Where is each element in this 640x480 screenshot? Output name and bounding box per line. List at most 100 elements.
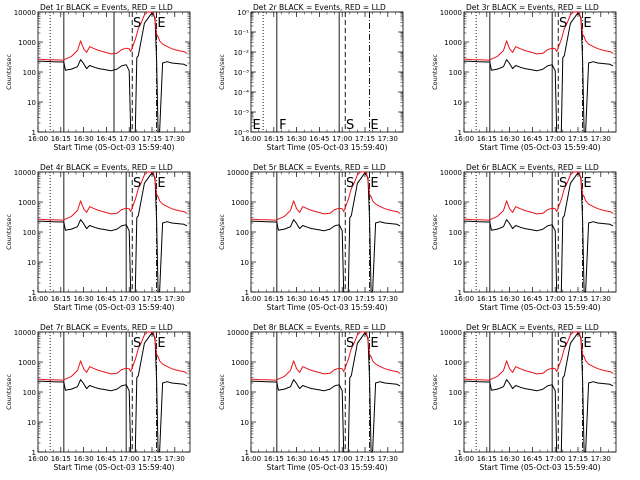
y-tick-label: 1 bbox=[32, 289, 36, 297]
series-lld-line bbox=[463, 171, 614, 221]
x-tick-label: 16:30 bbox=[74, 455, 94, 463]
x-tick-label: 17:15 bbox=[568, 135, 588, 143]
y-tick-label: 100 bbox=[449, 229, 462, 237]
x-tick-label: 17:15 bbox=[568, 455, 588, 463]
marker-letter: E bbox=[157, 16, 165, 31]
marker-letter: E bbox=[157, 176, 165, 191]
x-tick-label: 17:00 bbox=[545, 455, 565, 463]
marker-letter: E bbox=[370, 176, 378, 191]
y-tick-label: 10000 bbox=[227, 169, 249, 177]
panel-title: Det 8r BLACK = Events, RED = LLD bbox=[253, 323, 386, 332]
x-tick-label: 16:15 bbox=[477, 455, 497, 463]
y-tick-label: 1 bbox=[245, 449, 249, 457]
x-tick-label: 16:45 bbox=[96, 135, 116, 143]
x-tick-label: 17:00 bbox=[545, 295, 565, 303]
y-tick-label: 1000 bbox=[18, 359, 36, 367]
y-axis-title: Counts/sec bbox=[218, 374, 226, 410]
series-events-line bbox=[250, 172, 401, 293]
x-tick-label: 17:30 bbox=[591, 455, 611, 463]
marker-letter: S bbox=[559, 176, 567, 191]
detector-panel-1: Det 1r BLACK = Events, RED = LLD 1 10 100 10… bbox=[5, 3, 191, 152]
x-tick-label: 16:45 bbox=[522, 455, 542, 463]
y-tick-label: 10⁰ bbox=[237, 9, 249, 17]
x-tick-label: 16:00 bbox=[241, 455, 261, 463]
panel-title: Det 5r BLACK = Events, RED = LLD bbox=[253, 163, 386, 172]
plot-frame bbox=[250, 11, 404, 133]
x-axis-title: Start Time (05-Oct-03 15:59:40) bbox=[53, 303, 174, 312]
x-tick-label: 17:00 bbox=[332, 455, 352, 463]
marker-letter: E bbox=[253, 118, 261, 133]
y-tick-label: 1000 bbox=[231, 199, 249, 207]
x-tick-label: 16:45 bbox=[309, 135, 329, 143]
x-tick-label: 17:15 bbox=[355, 135, 375, 143]
x-tick-label: 16:30 bbox=[500, 295, 520, 303]
y-tick-label: 10⁻⁴ bbox=[234, 89, 250, 97]
marker-letter: E bbox=[583, 176, 591, 191]
y-tick-label: 1000 bbox=[444, 39, 462, 47]
detector-panel-9: Det 9r BLACK = Events, RED = LLD 1 10 100 10… bbox=[431, 323, 617, 472]
x-tick-label: 16:15 bbox=[51, 135, 71, 143]
x-tick-label: 17:15 bbox=[355, 455, 375, 463]
x-tick-label: 17:15 bbox=[142, 295, 162, 303]
x-tick-label: 16:30 bbox=[287, 455, 307, 463]
x-tick-label: 17:00 bbox=[545, 135, 565, 143]
y-tick-label: 10 bbox=[453, 99, 462, 107]
y-axis-title: Counts/sec bbox=[431, 214, 439, 250]
x-tick-label: 17:30 bbox=[378, 295, 398, 303]
x-tick-label: 17:30 bbox=[378, 135, 398, 143]
x-tick-label: 16:00 bbox=[454, 295, 474, 303]
x-axis-title: Start Time (05-Oct-03 15:59:40) bbox=[479, 463, 600, 472]
x-axis-title: Start Time (05-Oct-03 15:59:40) bbox=[53, 463, 174, 472]
y-axis-title: Counts/sec bbox=[5, 54, 13, 90]
y-tick-label: 1000 bbox=[231, 359, 249, 367]
x-tick-label: 16:00 bbox=[454, 135, 474, 143]
plot-frame bbox=[37, 171, 191, 293]
x-tick-label: 16:30 bbox=[287, 135, 307, 143]
x-tick-label: 16:15 bbox=[477, 295, 497, 303]
marker-letter: E bbox=[583, 16, 591, 31]
y-tick-label: 1 bbox=[245, 289, 249, 297]
series-lld-line bbox=[463, 331, 614, 381]
x-tick-label: 16:15 bbox=[264, 455, 284, 463]
x-tick-label: 17:30 bbox=[165, 135, 185, 143]
x-tick-label: 16:30 bbox=[74, 295, 94, 303]
x-tick-label: 16:30 bbox=[287, 295, 307, 303]
panel-title: Det 3r BLACK = Events, RED = LLD bbox=[466, 3, 599, 12]
x-tick-label: 16:00 bbox=[28, 295, 48, 303]
marker-letter: S bbox=[559, 336, 567, 351]
x-tick-label: 17:00 bbox=[119, 295, 139, 303]
x-tick-label: 17:00 bbox=[332, 295, 352, 303]
y-tick-label: 10 bbox=[240, 259, 249, 267]
y-axis-title: Counts/sec bbox=[431, 54, 439, 90]
series-events-line bbox=[463, 332, 614, 453]
y-tick-label: 1 bbox=[458, 289, 462, 297]
x-tick-label: 16:45 bbox=[522, 295, 542, 303]
y-axis-title: Counts/sec bbox=[431, 374, 439, 410]
marker-letter: E bbox=[370, 336, 378, 351]
x-tick-label: 17:30 bbox=[591, 295, 611, 303]
x-tick-label: 17:30 bbox=[165, 455, 185, 463]
detector-panel-6: Det 6r BLACK = Events, RED = LLD 1 10 100 10… bbox=[431, 163, 617, 312]
panel-title: Det 1r BLACK = Events, RED = LLD bbox=[40, 3, 173, 12]
y-tick-label: 1000 bbox=[18, 39, 36, 47]
y-tick-label: 1000 bbox=[444, 199, 462, 207]
y-tick-label: 1000 bbox=[18, 199, 36, 207]
panel-title: Det 4r BLACK = Events, RED = LLD bbox=[40, 163, 173, 172]
series-lld-line bbox=[250, 331, 401, 381]
series-events-line bbox=[463, 12, 614, 133]
plot-frame bbox=[250, 331, 404, 453]
series-events-line bbox=[37, 12, 188, 133]
x-tick-label: 16:15 bbox=[51, 455, 71, 463]
marker-letter: E bbox=[583, 336, 591, 351]
x-tick-label: 16:30 bbox=[74, 135, 94, 143]
x-tick-label: 16:45 bbox=[309, 295, 329, 303]
series-lld-line bbox=[37, 171, 188, 221]
x-tick-label: 17:00 bbox=[332, 135, 352, 143]
series-lld-line bbox=[37, 331, 188, 381]
x-tick-label: 16:30 bbox=[500, 455, 520, 463]
x-tick-label: 16:45 bbox=[522, 135, 542, 143]
x-tick-label: 16:00 bbox=[28, 135, 48, 143]
marker-letter: E bbox=[370, 118, 378, 133]
x-tick-label: 16:45 bbox=[96, 455, 116, 463]
x-tick-label: 16:15 bbox=[264, 135, 284, 143]
